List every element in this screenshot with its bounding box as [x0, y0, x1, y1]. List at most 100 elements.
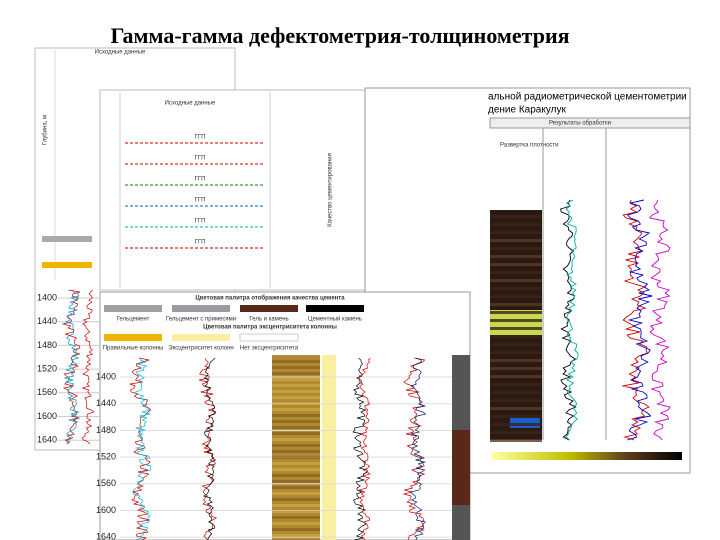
swatch	[172, 305, 230, 312]
sweep-stripe	[490, 311, 542, 314]
depth-label: 1640	[37, 435, 57, 445]
sweep-stripe	[272, 474, 320, 477]
log-curve	[410, 357, 427, 540]
depth-label: 1560	[37, 387, 57, 397]
sweep-stripe	[272, 504, 320, 507]
sweep-stripe	[490, 407, 542, 410]
swatch	[42, 236, 92, 242]
swatch	[104, 334, 162, 341]
sweep-stripe	[490, 415, 542, 418]
sweep-stripe	[272, 426, 320, 429]
eccentricity-track	[322, 355, 336, 540]
sweep-stripe	[490, 423, 542, 426]
sweep-stripe	[272, 390, 320, 393]
sweep-stripe	[272, 468, 320, 471]
sweep-stripe	[490, 391, 542, 394]
sweep-stripe	[490, 223, 542, 226]
depth-label: 1640	[96, 532, 116, 540]
density-band	[490, 310, 542, 335]
sweep-stripe	[272, 456, 320, 459]
panel-title: дение Каракулук	[488, 105, 566, 116]
sweep-stripe	[490, 431, 542, 434]
swatch	[104, 305, 162, 312]
sweep-stripe	[272, 498, 320, 501]
sweep-stripe	[490, 343, 542, 346]
sweep-stripe	[490, 367, 542, 370]
panel-header: Исходные данные	[165, 101, 216, 107]
sweep-stripe	[272, 432, 320, 435]
depth-label: 1480	[96, 425, 116, 435]
sweep-stripe	[490, 279, 542, 282]
sweep-stripe	[272, 528, 320, 531]
depth-label: 1520	[37, 363, 57, 373]
sweep-stripe	[490, 231, 542, 234]
panel-header: Результаты обработки	[549, 121, 611, 127]
sweep-stripe	[272, 492, 320, 495]
palette	[492, 452, 682, 460]
sweep-stripe	[272, 366, 320, 369]
side-label: Качество цементирования	[328, 153, 334, 227]
sweep-stripe	[490, 399, 542, 402]
swatch	[239, 333, 299, 342]
log-curve	[402, 357, 427, 540]
sweep-stripe	[490, 319, 542, 322]
track-title: Развертка плотности	[500, 143, 559, 149]
track-label: ГГП	[195, 135, 206, 141]
log-curve	[560, 199, 577, 441]
log-curve	[622, 199, 650, 441]
palette-label: Цементный камень	[308, 316, 362, 323]
sweep-stripe	[272, 402, 320, 405]
track-label: ГГП	[195, 198, 206, 204]
sweep-stripe	[272, 408, 320, 411]
log-curve	[64, 289, 80, 445]
log-curve	[358, 357, 371, 540]
sweep-stripe	[490, 359, 542, 362]
swatch	[240, 305, 298, 312]
swatch	[306, 305, 364, 312]
sweep-stripe	[490, 271, 542, 274]
sweep-stripe	[272, 396, 320, 399]
sweep-stripe	[490, 255, 542, 258]
panel-header: Исходные данные	[95, 50, 146, 56]
sweep-stripe	[490, 247, 542, 250]
depth-label: 1520	[96, 451, 116, 461]
depth-label: 1440	[96, 398, 116, 408]
palette-label: Гельцемент с примесями	[166, 317, 236, 323]
sweep-stripe	[272, 384, 320, 387]
log-curve	[627, 199, 653, 441]
palette-label: Нет эксцентриситета	[240, 346, 299, 352]
sweep-stripe	[272, 444, 320, 447]
sweep-stripe	[490, 383, 542, 386]
palette-label: Гель и камень	[249, 317, 288, 323]
track-label: ГГП	[195, 156, 206, 162]
log-curve	[81, 289, 95, 445]
swatch	[42, 262, 92, 268]
depth-label: 1600	[37, 411, 57, 421]
header-bar	[489, 117, 691, 129]
quality-track	[452, 430, 470, 505]
panel-title: альной радиометрической цементометрии	[488, 92, 687, 103]
sweep-stripe	[272, 462, 320, 465]
swatch	[172, 334, 230, 341]
sweep-stripe	[272, 420, 320, 423]
depth-label: 1600	[96, 505, 116, 515]
sweep-stripe	[272, 450, 320, 453]
sweep-stripe	[490, 287, 542, 290]
log-curve	[202, 357, 217, 540]
palette-label: Эксцентриситет колонн	[168, 346, 233, 352]
sweep-stripe	[272, 522, 320, 525]
sweep-stripe	[272, 510, 320, 513]
slide-title: Гамма-гамма дефектометрия-толщинометрия	[110, 23, 569, 48]
sweep-stripe	[272, 480, 320, 483]
track-label: ГГП	[195, 177, 206, 183]
sweep-stripe	[272, 378, 320, 381]
log-curve	[132, 357, 152, 540]
sweep-stripe	[490, 327, 542, 330]
sweep-stripe	[272, 372, 320, 375]
sweep-stripe	[490, 239, 542, 242]
track-label: Глубина, м	[43, 115, 49, 145]
depth-label: 1480	[37, 340, 57, 350]
depth-label: 1400	[96, 371, 116, 381]
palette-label: Правильные колонны	[103, 346, 164, 352]
